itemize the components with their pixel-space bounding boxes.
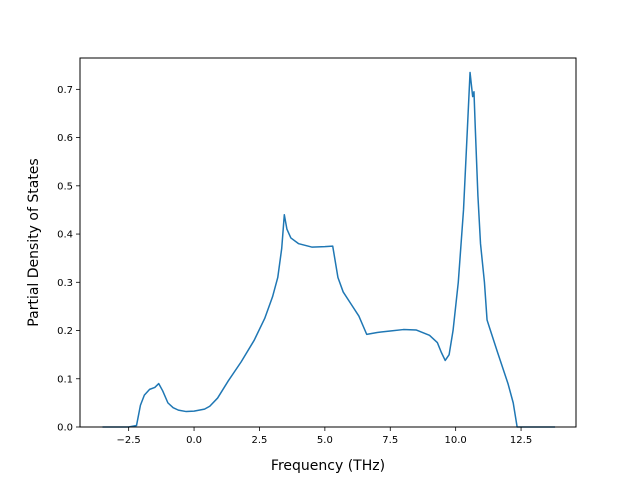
plot-area: [102, 71, 556, 428]
x-tick-label: 7.5: [382, 435, 398, 446]
x-tick-label: 0.0: [186, 435, 202, 446]
y-tick-label: 0.5: [57, 181, 73, 192]
y-tick-label: 0.6: [57, 133, 73, 144]
series-line-0: [102, 71, 556, 428]
x-tick-label: 10.0: [445, 435, 467, 446]
x-axis-ticks: −2.5 0.0 2.5 5.0 7.5 10.0 12.5: [117, 427, 532, 446]
x-tick-label: 2.5: [252, 435, 268, 446]
y-tick-label: 0.3: [57, 278, 73, 289]
x-axis-label: Frequency (THz): [271, 458, 385, 474]
x-tick-label: 5.0: [317, 435, 333, 446]
y-tick-label: 0.4: [57, 230, 73, 241]
x-tick-label: −2.5: [117, 435, 141, 446]
y-tick-label: 0.0: [57, 423, 73, 434]
y-axis-ticks: 0.0 0.1 0.2 0.3 0.4 0.5 0.6 0.7: [57, 85, 80, 434]
x-tick-label: 12.5: [510, 435, 532, 446]
y-tick-label: 0.1: [57, 374, 73, 385]
y-axis-label: Partial Density of States: [26, 158, 42, 326]
y-tick-label: 0.2: [57, 326, 73, 337]
axes-frame: [79, 57, 577, 428]
y-tick-label: 0.7: [57, 85, 73, 96]
